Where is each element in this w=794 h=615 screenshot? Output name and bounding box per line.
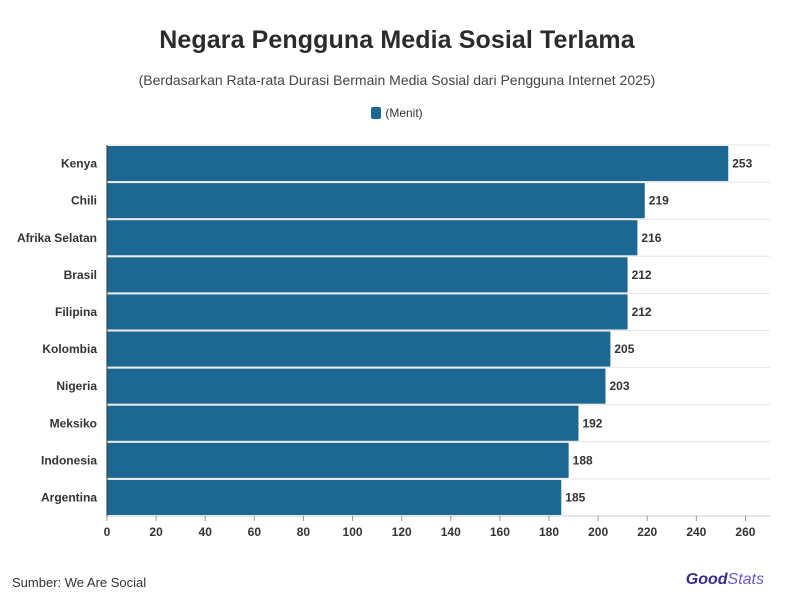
chart-title: Negara Pengguna Media Sosial Terlama — [159, 26, 635, 54]
x-tick-label: 60 — [248, 525, 262, 539]
bar — [107, 331, 611, 367]
legend-label: (Menit) — [385, 106, 423, 120]
x-tick-label: 240 — [686, 525, 706, 539]
category-label: Kenya — [61, 157, 97, 171]
category-label: Argentina — [41, 490, 97, 504]
bar — [107, 294, 628, 330]
x-tick-label: 80 — [297, 525, 311, 539]
source-note: Sumber: We Are Social — [12, 575, 147, 590]
brand-logo: GoodStats — [686, 571, 764, 589]
x-tick-label: 220 — [637, 525, 657, 539]
category-label: Afrika Selatan — [17, 231, 97, 245]
axis-layer: Kenya 253 Chili 219 Afrika Selatan 216 Brasil 2… — [17, 145, 770, 539]
bar-chart: Kenya 253 Chili 219 Afrika Selatan 216 Brasil 2… — [17, 144, 770, 539]
x-tick-label: 260 — [735, 525, 755, 539]
x-tick-label: 120 — [392, 525, 412, 539]
x-tick-label: 100 — [343, 525, 363, 539]
chart-legend: (Menit) — [0, 106, 794, 120]
category-label: Kolombia — [42, 342, 97, 356]
x-tick-label: 160 — [490, 525, 510, 539]
bar — [107, 479, 562, 515]
value-label: 212 — [632, 268, 652, 282]
bar — [107, 368, 606, 404]
category-label: Indonesia — [41, 453, 97, 467]
category-label: Meksiko — [50, 416, 97, 430]
category-label: Chili — [71, 194, 97, 208]
bar — [107, 405, 579, 441]
category-label: Nigeria — [56, 379, 97, 393]
x-tick-label: 20 — [149, 525, 163, 539]
x-tick-label: 140 — [441, 525, 461, 539]
value-label: 188 — [573, 453, 593, 467]
value-label: 203 — [609, 379, 629, 393]
x-tick-label: 200 — [588, 525, 608, 539]
bar — [107, 220, 638, 256]
value-label: 212 — [632, 305, 652, 319]
brand-stats: Stats — [727, 571, 764, 588]
x-tick-label: 40 — [199, 525, 213, 539]
value-label: 253 — [732, 157, 752, 171]
brand-good: Good — [685, 571, 728, 588]
category-label: Filipina — [55, 305, 97, 319]
bar — [107, 146, 729, 182]
x-tick-label: 180 — [539, 525, 559, 539]
value-label: 192 — [582, 416, 602, 430]
bar-layer — [107, 146, 729, 515]
bar — [107, 442, 569, 478]
category-label: Brasil — [64, 268, 97, 282]
value-label: 205 — [614, 342, 634, 356]
x-tick-label: 0 — [104, 525, 111, 539]
chart-subtitle: (Berdasarkan Rata-rata Durasi Bermain Me… — [138, 72, 656, 88]
legend-swatch — [371, 107, 382, 119]
value-label: 219 — [649, 194, 669, 208]
bar — [107, 183, 645, 219]
value-label: 185 — [565, 490, 585, 504]
value-label: 216 — [641, 231, 661, 245]
bar — [107, 257, 628, 293]
